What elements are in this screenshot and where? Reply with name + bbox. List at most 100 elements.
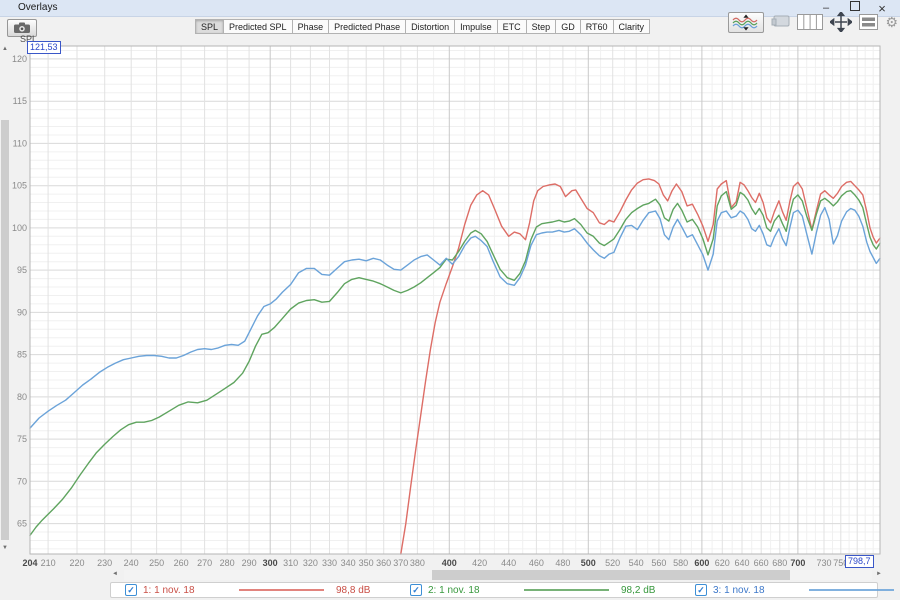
y-tick-label: 90 (17, 307, 27, 317)
scroll-up-icon[interactable]: ▲ (2, 46, 8, 52)
capture-graph-button[interactable] (7, 19, 37, 37)
y-tick-label: 75 (17, 434, 27, 444)
y-tick-label: 70 (17, 476, 27, 486)
legend-checkbox-1[interactable]: ✓ (125, 584, 137, 596)
legend-line-sample (524, 589, 609, 591)
close-icon[interactable]: × (878, 1, 886, 16)
x-tick-label: 730 (816, 558, 831, 568)
y-tick-label: 110 (13, 138, 27, 148)
tab-predicted-phase[interactable]: Predicted Phase (328, 19, 407, 34)
legend-toggle-icon[interactable] (859, 14, 879, 30)
y-tick-label: 95 (17, 265, 27, 275)
scroll-left-icon[interactable]: ◄ (112, 571, 118, 577)
minimize-icon[interactable]: – (822, 2, 830, 14)
x-tick-label: 660 (754, 558, 769, 568)
x-tick-label: 330 (322, 558, 337, 568)
x-tick-label: 250 (149, 558, 164, 568)
x-tick-label: 310 (283, 558, 298, 568)
plot-border (29, 45, 881, 555)
align-overlays-icon (732, 14, 758, 30)
gear-icon[interactable]: ⚙ (885, 14, 898, 30)
y-tick-label: 105 (12, 181, 27, 191)
x-tick-label: 750 (833, 558, 848, 568)
series-3-curve (29, 206, 881, 429)
gridlines (30, 46, 880, 554)
vertical-scrollbar-thumb[interactable] (1, 120, 9, 540)
x-tick-label: 204 (22, 558, 37, 568)
x-tick-label: 540 (629, 558, 644, 568)
legend-line-sample (239, 589, 324, 591)
x-tick-label: 380 (410, 558, 425, 568)
x-tick-label: 440 (501, 558, 516, 568)
legend-measurement-name[interactable]: 3: 1 nov. 18 (713, 584, 765, 596)
x-tick-label: 220 (69, 558, 84, 568)
y-tick-label: 100 (12, 223, 27, 233)
legend-cursor-value: 98,8 dB (336, 584, 371, 596)
scroll-down-icon[interactable]: ▼ (2, 545, 8, 551)
legend-measurement-name[interactable]: 1: 1 nov. 18 (143, 584, 195, 596)
window-title: Overlays (18, 2, 58, 13)
x-tick-label: 620 (715, 558, 730, 568)
y-axis-top-value[interactable]: 121,53 (27, 41, 61, 54)
x-tick-label: 640 (734, 558, 749, 568)
x-tick-label: 230 (97, 558, 112, 568)
legend-checkbox-3[interactable]: ✓ (695, 584, 707, 596)
x-tick-label: 320 (303, 558, 318, 568)
x-tick-label: 240 (124, 558, 139, 568)
series-2-curve (29, 190, 881, 537)
pan-move-icon[interactable] (830, 12, 853, 32)
tab-clarity[interactable]: Clarity (612, 19, 651, 34)
graph-tabs: SPL Predicted SPL Phase Predicted Phase Dist… (195, 19, 651, 34)
x-tick-label: 370 (393, 558, 408, 568)
x-tick-label: 340 (341, 558, 356, 568)
x-tick-label: 500 (581, 558, 596, 568)
curves (29, 178, 881, 555)
x-tick-label: 420 (472, 558, 487, 568)
titlebar[interactable]: Overlays – × (0, 0, 900, 17)
horizontal-scrollbar-thumb[interactable] (432, 570, 790, 580)
x-axis-right-value[interactable]: 798,7 (845, 555, 874, 568)
legend-cursor-value: 98,2 dB (621, 584, 656, 596)
x-tick-label: 210 (41, 558, 56, 568)
thumbnail-view-icon[interactable] (771, 15, 790, 29)
legend-item-2: ✓ 2: 1 nov. 18 98,2 dB (396, 584, 681, 596)
x-tick-label: 460 (529, 558, 544, 568)
y-tick-label: 120 (12, 54, 27, 64)
y-axis-title: SPL (20, 34, 38, 44)
x-tick-label: 480 (555, 558, 570, 568)
legend-checkbox-2[interactable]: ✓ (410, 584, 422, 596)
y-tick-label: 80 (17, 392, 27, 402)
x-tick-label: 350 (359, 558, 374, 568)
x-tick-label: 580 (673, 558, 688, 568)
x-tick-label: 260 (174, 558, 189, 568)
y-tick-label: 85 (17, 350, 27, 360)
graph-panes-icon[interactable] (797, 14, 824, 30)
x-tick-label: 400 (442, 558, 457, 568)
legend-measurement-name[interactable]: 2: 1 nov. 18 (428, 584, 480, 596)
scroll-right-icon[interactable]: ► (876, 571, 882, 577)
y-tick-label: 65 (17, 519, 27, 529)
toolbar-right-icons: ⚙ (721, 10, 898, 34)
x-tick-label: 520 (605, 558, 620, 568)
tab-predicted-spl[interactable]: Predicted SPL (223, 19, 293, 34)
legend-item-1: ✓ 1: 1 nov. 18 98,8 dB (111, 584, 396, 596)
x-tick-label: 300 (263, 558, 278, 568)
x-tick-label: 280 (220, 558, 235, 568)
x-tick-label: 290 (242, 558, 257, 568)
x-tick-label: 700 (790, 558, 805, 568)
x-tick-label: 560 (651, 558, 666, 568)
x-tick-label: 360 (376, 558, 391, 568)
legend-item-3: ✓3: 1 nov. 1896,4 dB (681, 584, 900, 596)
legend-line-sample (809, 589, 894, 591)
x-tick-label: 680 (772, 558, 787, 568)
camera-icon (14, 22, 30, 33)
maximize-box-glyph (850, 1, 860, 11)
measurements-legend: ✓ 1: 1 nov. 18 98,8 dB ✓ 2: 1 nov. 18 98,2 dB… (110, 582, 894, 598)
x-tick-label: 270 (197, 558, 212, 568)
x-tick-label: 600 (694, 558, 709, 568)
align-overlays-button[interactable] (728, 11, 765, 33)
axis-labels: 120 115 110 105 100 95 90 85 80 75 70 65 204 210 220 23… (12, 54, 865, 568)
maximize-icon[interactable] (840, 0, 868, 17)
